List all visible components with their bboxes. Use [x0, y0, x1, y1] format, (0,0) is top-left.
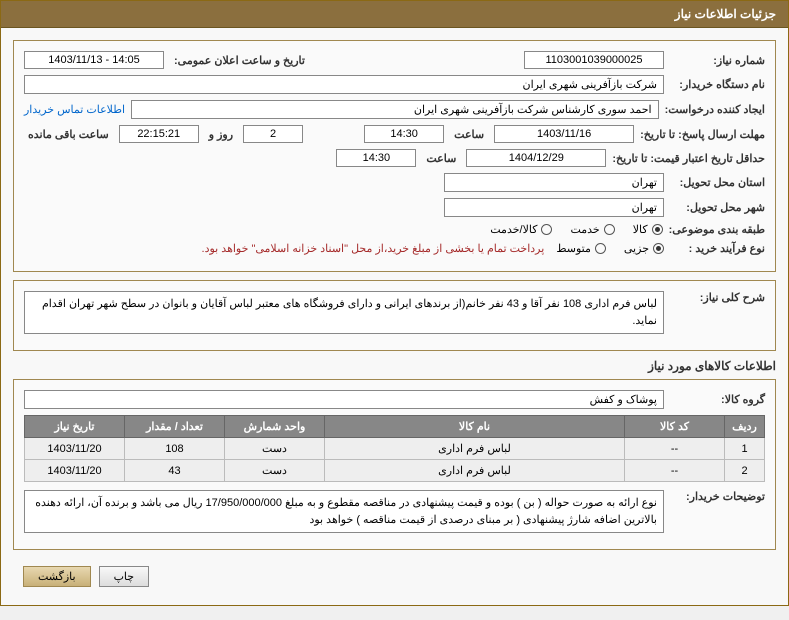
min-validity-time: 14:30 [336, 149, 416, 167]
buyer-org-label: نام دستگاه خریدار: [670, 78, 765, 91]
remain-clock: 22:15:21 [119, 125, 199, 143]
buyer-notes-label: توضیحات خریدار: [670, 490, 765, 503]
purchase-type-label: نوع فرآیند خرید : [670, 242, 765, 255]
cell-date: 1403/11/20 [25, 438, 125, 460]
remain-days: 2 [243, 125, 303, 143]
cell-name: لباس فرم اداری [325, 438, 625, 460]
classification-radio-group: کالا خدمت کالا/خدمت [490, 223, 662, 236]
items-table: ردیف کد کالا نام کالا واحد شمارش تعداد /… [24, 415, 765, 482]
purchase-type-option-0[interactable]: جزیی [624, 242, 664, 255]
classification-option-0-label: کالا [633, 223, 648, 236]
cell-row: 2 [725, 460, 765, 482]
table-header-row: ردیف کد کالا نام کالا واحد شمارش تعداد /… [25, 416, 765, 438]
cell-row: 1 [725, 438, 765, 460]
panel-title: جزئیات اطلاعات نیاز [1, 1, 788, 28]
radio-icon [595, 243, 606, 254]
cell-unit: دست [225, 460, 325, 482]
classification-option-2[interactable]: کالا/خدمت [490, 223, 552, 236]
overall-desc-value: لباس فرم اداری 108 نفر آقا و 43 نفر خانم… [24, 291, 664, 334]
announce-datetime-label: تاریخ و ساعت اعلان عمومی: [170, 54, 309, 67]
goods-group-value: پوشاک و کفش [24, 390, 664, 409]
need-number-value: 1103001039000025 [524, 51, 664, 69]
cell-code: -- [625, 438, 725, 460]
deadline-time: 14:30 [364, 125, 444, 143]
classification-label: طبقه بندی موضوعی: [669, 223, 765, 236]
radio-icon [604, 224, 615, 235]
col-name: نام کالا [325, 416, 625, 438]
cell-qty: 108 [125, 438, 225, 460]
purchase-type-option-1-label: متوسط [556, 242, 591, 255]
buyer-contact-link[interactable]: اطلاعات تماس خریدار [24, 103, 125, 116]
panel-content: شماره نیاز: 1103001039000025 تاریخ و ساع… [1, 28, 788, 605]
deadline-time-label: ساعت [450, 128, 488, 141]
cell-date: 1403/11/20 [25, 460, 125, 482]
col-unit: واحد شمارش [225, 416, 325, 438]
col-row: ردیف [725, 416, 765, 438]
delivery-province-label: استان محل تحویل: [670, 176, 765, 189]
min-validity-date: 1404/12/29 [466, 149, 606, 167]
classification-option-1[interactable]: خدمت [570, 223, 614, 236]
remain-days-word: روز و [205, 128, 237, 141]
description-section: شرح کلی نیاز: لباس فرم اداری 108 نفر آقا… [13, 280, 776, 351]
back-button[interactable]: بازگشت [23, 566, 91, 587]
cell-qty: 43 [125, 460, 225, 482]
main-panel: جزئیات اطلاعات نیاز شماره نیاز: 11030010… [0, 0, 789, 606]
items-section: گروه کالا: پوشاک و کفش ردیف کد کالا نام … [13, 379, 776, 550]
deadline-date: 1403/11/16 [494, 125, 634, 143]
purchase-type-option-0-label: جزیی [624, 242, 649, 255]
min-validity-label: حداقل تاریخ اعتبار قیمت: تا تاریخ: [612, 152, 765, 165]
col-code: کد کالا [625, 416, 725, 438]
remain-suffix: ساعت باقی مانده [24, 128, 113, 141]
deadline-label: مهلت ارسال پاسخ: تا تاریخ: [640, 128, 765, 141]
overall-desc-label: شرح کلی نیاز: [670, 291, 765, 304]
min-validity-time-label: ساعت [422, 152, 460, 165]
cell-code: -- [625, 460, 725, 482]
items-section-title: اطلاعات کالاهای مورد نیاز [13, 359, 776, 373]
button-row: چاپ بازگشت [13, 560, 776, 593]
delivery-city-label: شهر محل تحویل: [670, 201, 765, 214]
table-row: 1 -- لباس فرم اداری دست 108 1403/11/20 [25, 438, 765, 460]
print-button[interactable]: چاپ [99, 566, 150, 587]
requester-label: ایجاد کننده درخواست: [665, 103, 765, 116]
col-qty: تعداد / مقدار [125, 416, 225, 438]
buyer-notes-value: نوع ارائه به صورت حواله ( بن ) بوده و قی… [24, 490, 664, 533]
announce-datetime-value: 1403/11/13 - 14:05 [24, 51, 164, 69]
requester-value: احمد سوری کارشناس شرکت بازآفرینی شهری ای… [131, 100, 659, 119]
header-section: شماره نیاز: 1103001039000025 تاریخ و ساع… [13, 40, 776, 272]
purchase-type-option-1[interactable]: متوسط [556, 242, 606, 255]
cell-name: لباس فرم اداری [325, 460, 625, 482]
radio-icon [541, 224, 552, 235]
classification-option-2-label: کالا/خدمت [490, 223, 537, 236]
classification-option-1-label: خدمت [570, 223, 599, 236]
goods-group-label: گروه کالا: [670, 393, 765, 406]
radio-icon [652, 224, 663, 235]
purchase-type-radio-group: جزیی متوسط [556, 242, 664, 255]
purchase-type-note: پرداخت تمام یا بخشی از مبلغ خرید،از محل … [202, 242, 551, 255]
table-row: 2 -- لباس فرم اداری دست 43 1403/11/20 [25, 460, 765, 482]
classification-option-0[interactable]: کالا [633, 223, 663, 236]
buyer-org-value: شرکت بازآفرینی شهری ایران [24, 75, 664, 94]
delivery-city-value: تهران [444, 198, 664, 217]
cell-unit: دست [225, 438, 325, 460]
radio-icon [653, 243, 664, 254]
need-number-label: شماره نیاز: [670, 54, 765, 67]
delivery-province-value: تهران [444, 173, 664, 192]
col-date: تاریخ نیاز [25, 416, 125, 438]
